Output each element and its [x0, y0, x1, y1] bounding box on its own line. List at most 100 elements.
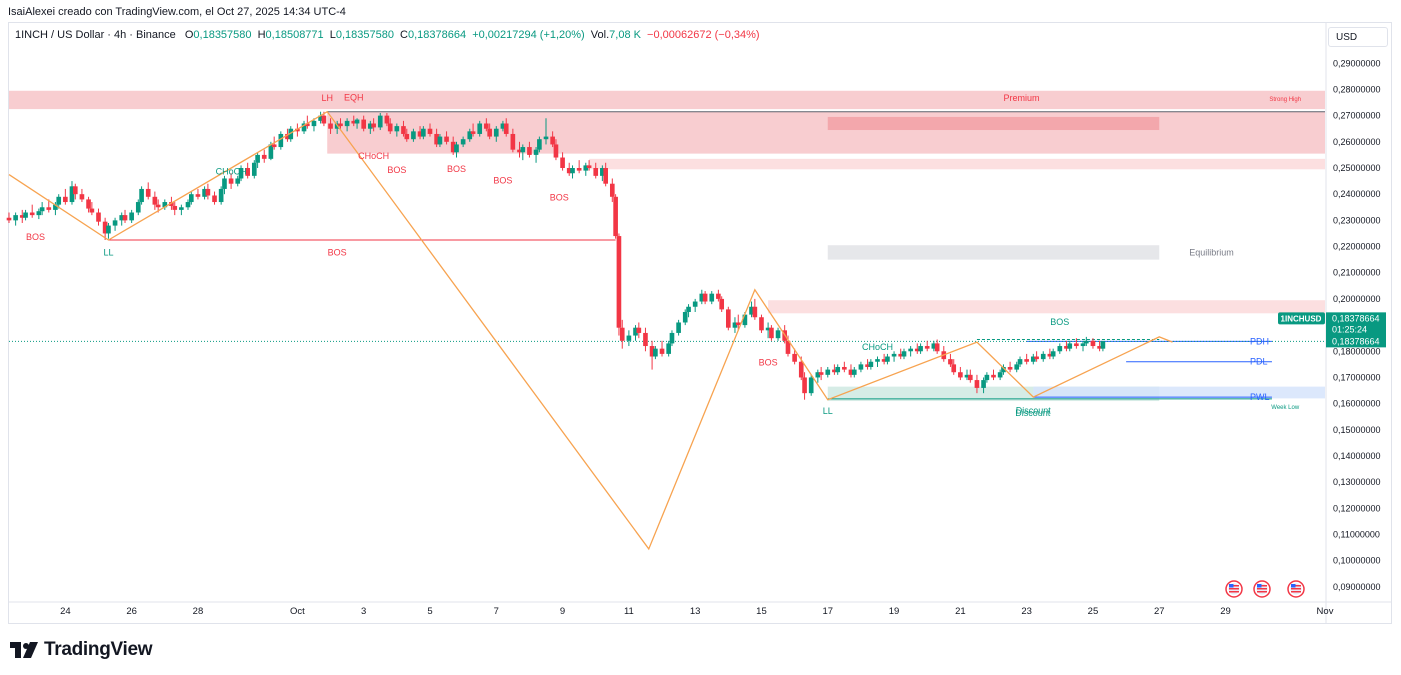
candle-body [868, 361, 874, 367]
candle-body [145, 188, 151, 197]
candle-body [411, 131, 416, 140]
candle-body [417, 131, 423, 137]
y-tick-label: 0,29000000 [1333, 58, 1381, 68]
us-flag-stripe [1229, 591, 1239, 593]
candle-body [510, 133, 516, 150]
candle [802, 372, 807, 400]
us-flag-canton [1257, 584, 1262, 588]
us-flag-stripe [1257, 591, 1267, 593]
candle-body [444, 136, 449, 142]
candle [659, 340, 665, 357]
candle-body [517, 149, 522, 153]
candle [566, 162, 572, 176]
candle [218, 186, 224, 205]
candle-body [427, 128, 433, 134]
candle [967, 369, 973, 383]
candle-body [818, 372, 824, 375]
candle-body [106, 225, 111, 234]
candle-body [931, 343, 937, 349]
candle [964, 369, 970, 381]
candle-body [261, 154, 267, 159]
candle-body [699, 293, 705, 302]
candle [427, 123, 433, 137]
candle-body [726, 309, 731, 328]
candle-body [593, 168, 599, 176]
zone-premium-core [827, 116, 1160, 131]
candle-body [36, 211, 42, 216]
candle [387, 118, 393, 134]
us-flag-icon[interactable] [1287, 580, 1305, 598]
candle [636, 322, 642, 339]
candle [842, 361, 847, 373]
annotation-label: LL [103, 248, 113, 258]
candle-body [311, 120, 317, 127]
candle [593, 162, 599, 179]
zone-label-discount: Discount [1015, 408, 1051, 418]
annotation-label: BOS [1050, 317, 1069, 327]
candle-body [135, 202, 141, 213]
x-tick-label: Oct [290, 606, 305, 617]
candle [560, 152, 565, 171]
candle-body [354, 119, 360, 124]
x-tick-label: 25 [1088, 606, 1099, 617]
candle [699, 289, 705, 305]
candle [643, 327, 648, 352]
candle [825, 366, 831, 378]
candle [354, 118, 360, 129]
candle [119, 212, 125, 226]
candle-body [1007, 366, 1013, 370]
candle [875, 356, 880, 367]
us-flag-icon[interactable] [1253, 580, 1271, 598]
us-flag-icon[interactable] [1225, 580, 1243, 598]
us-flag-stripe [1291, 591, 1301, 593]
candle [881, 353, 887, 365]
candle-body [636, 327, 642, 333]
candle [1100, 340, 1106, 352]
candle-body [13, 215, 18, 221]
us-flag-stripe [1229, 588, 1239, 590]
candle [235, 175, 241, 187]
us-flag-stripe [1291, 585, 1301, 587]
candle-body [885, 356, 890, 362]
zones [9, 90, 1326, 402]
currency-selector[interactable]: USD [1328, 27, 1388, 47]
candle-body [155, 204, 161, 208]
candle-body [918, 346, 923, 352]
candle-body [991, 374, 996, 378]
candle [891, 351, 897, 362]
candle [914, 343, 920, 354]
y-tick-label: 0,24000000 [1333, 189, 1381, 199]
candle [1007, 361, 1013, 373]
candle-body [500, 123, 506, 129]
us-flag-stripe [1257, 588, 1267, 590]
candle-body [1040, 353, 1046, 360]
candle [401, 120, 406, 137]
candle [1084, 336, 1089, 347]
candle [991, 369, 996, 381]
tradingview-logo[interactable]: TradingView [10, 639, 153, 661]
candle [139, 186, 144, 205]
candle [901, 348, 907, 360]
candle [543, 118, 549, 145]
candle [553, 139, 559, 161]
zigzag-line [8, 110, 1173, 551]
annotation-label: BOS [759, 358, 778, 368]
candle-body [815, 372, 821, 378]
us-flag-canton [1291, 584, 1296, 588]
candle-body [1034, 356, 1039, 360]
candle [295, 123, 300, 137]
candle [29, 204, 35, 218]
legend-c-key: C [400, 29, 408, 41]
legend-symbol: 1INCH / US Dollar · 4h · Binance [15, 29, 176, 41]
candle [1001, 364, 1006, 375]
candle-body [487, 128, 492, 137]
candle-body [875, 359, 880, 362]
candle [222, 175, 227, 195]
candle [726, 306, 731, 331]
candle-body [560, 157, 565, 168]
candle-body [682, 312, 688, 323]
candle-body [1080, 343, 1086, 347]
candle [19, 209, 25, 223]
candle-body [29, 212, 35, 216]
